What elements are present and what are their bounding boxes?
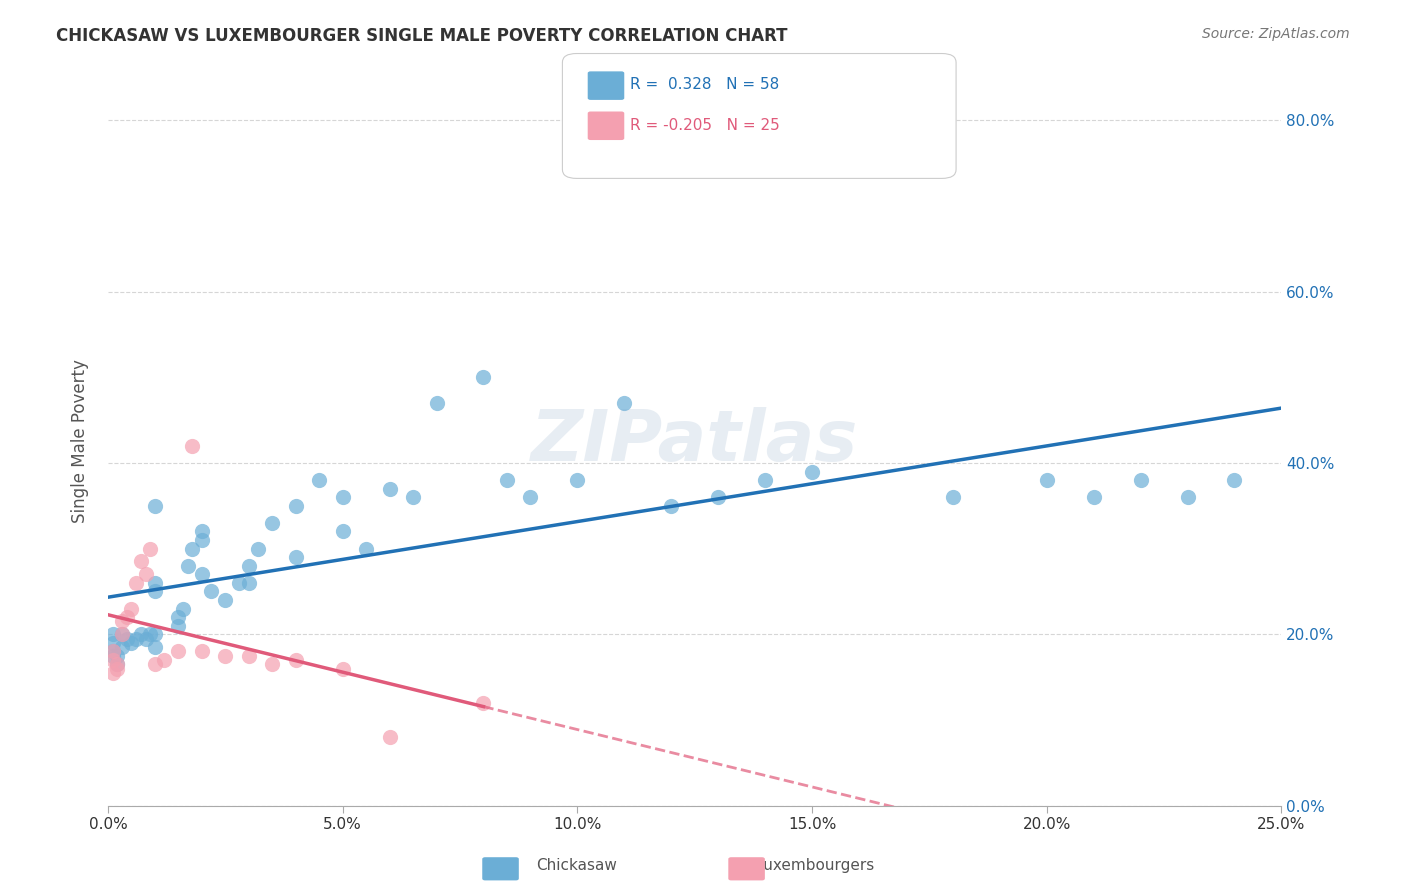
Point	[101, 653, 124, 667]
Point	[101, 627, 124, 641]
Point	[181, 439, 204, 453]
Point	[238, 558, 260, 573]
Point	[143, 627, 166, 641]
Point	[111, 627, 134, 641]
Point	[472, 370, 495, 384]
Point	[308, 473, 330, 487]
Point	[378, 730, 401, 744]
Point	[1035, 473, 1057, 487]
Point	[191, 644, 214, 658]
Point	[284, 499, 307, 513]
Point	[191, 533, 214, 547]
Point	[425, 396, 447, 410]
Point	[332, 661, 354, 675]
Point	[101, 636, 124, 650]
Point	[105, 657, 128, 672]
Point	[167, 610, 190, 624]
Point	[354, 541, 377, 556]
Point	[111, 627, 134, 641]
Point	[135, 567, 157, 582]
Point	[284, 653, 307, 667]
Point	[519, 490, 541, 504]
Text: Source: ZipAtlas.com: Source: ZipAtlas.com	[1202, 27, 1350, 41]
Point	[135, 632, 157, 646]
Point	[1129, 473, 1152, 487]
Point	[153, 653, 176, 667]
Point	[262, 516, 284, 530]
Point	[332, 524, 354, 539]
Point	[191, 567, 214, 582]
Text: R =  0.328   N = 58: R = 0.328 N = 58	[630, 78, 779, 92]
Text: Chickasaw: Chickasaw	[536, 858, 617, 872]
Point	[111, 640, 134, 654]
Point	[125, 632, 148, 646]
Point	[214, 648, 236, 663]
Point	[115, 632, 138, 646]
Point	[143, 657, 166, 672]
Point	[105, 648, 128, 663]
Y-axis label: Single Male Poverty: Single Male Poverty	[72, 359, 89, 524]
Point	[105, 661, 128, 675]
Point	[143, 640, 166, 654]
Point	[167, 644, 190, 658]
Point	[567, 473, 589, 487]
Point	[172, 601, 194, 615]
Point	[284, 550, 307, 565]
Point	[659, 499, 682, 513]
Point	[1223, 473, 1246, 487]
Point	[496, 473, 519, 487]
Point	[129, 554, 152, 568]
Point	[143, 584, 166, 599]
Point	[332, 490, 354, 504]
Point	[143, 499, 166, 513]
Point	[101, 648, 124, 663]
Point	[613, 396, 636, 410]
Point	[101, 665, 124, 680]
Point	[101, 644, 124, 658]
Point	[214, 593, 236, 607]
Point	[1083, 490, 1105, 504]
Point	[129, 627, 152, 641]
Point	[238, 648, 260, 663]
Point	[139, 627, 162, 641]
Point	[262, 657, 284, 672]
Point	[120, 636, 142, 650]
Point	[247, 541, 270, 556]
Point	[139, 541, 162, 556]
Point	[177, 558, 200, 573]
Text: R = -0.205   N = 25: R = -0.205 N = 25	[630, 119, 780, 133]
Point	[942, 490, 965, 504]
Point	[472, 696, 495, 710]
Text: ZIPatlas: ZIPatlas	[531, 407, 859, 476]
Point	[143, 575, 166, 590]
Point	[200, 584, 222, 599]
Point	[101, 644, 124, 658]
Point	[754, 473, 776, 487]
Text: CHICKASAW VS LUXEMBOURGER SINGLE MALE POVERTY CORRELATION CHART: CHICKASAW VS LUXEMBOURGER SINGLE MALE PO…	[56, 27, 787, 45]
Text: Luxembourgers: Luxembourgers	[756, 858, 875, 872]
Point	[378, 482, 401, 496]
Point	[191, 524, 214, 539]
Point	[181, 541, 204, 556]
Point	[707, 490, 730, 504]
Point	[238, 575, 260, 590]
Point	[111, 615, 134, 629]
Point	[167, 618, 190, 632]
Point	[120, 601, 142, 615]
Point	[125, 575, 148, 590]
Point	[105, 657, 128, 672]
Point	[115, 610, 138, 624]
Point	[228, 575, 250, 590]
Point	[402, 490, 425, 504]
Point	[1177, 490, 1199, 504]
Point	[801, 465, 824, 479]
